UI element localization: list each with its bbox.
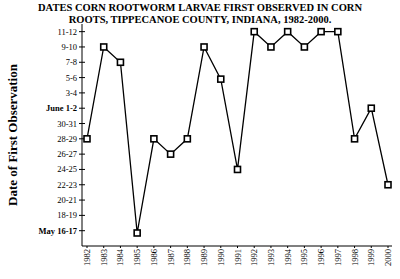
title-line: ROOTS, TIPPECANOE COUNTY, INDIANA, 1982-… [69,14,332,25]
chart-title: DATES CORN ROOTWORM LARVAE FIRST OBSERVE… [38,2,362,25]
y-tick-label: 28-29 [57,134,77,144]
data-point [235,166,241,172]
y-tick-label: 20-21 [57,195,77,205]
x-tick-label: 1983 [99,249,109,266]
data-point [285,29,291,35]
y-tick-label: June 1-2 [46,103,77,113]
data-point [352,136,358,142]
y-tick [79,46,85,47]
data-point [134,230,140,236]
x-tick [270,246,271,248]
x-tick [103,246,104,248]
data-point [251,29,257,35]
x-tick-label: 1993 [266,249,276,266]
data-point [368,105,374,111]
x-tick [321,246,322,248]
y-tick [79,184,85,185]
x-tick-label: 1982 [82,249,92,266]
y-axis-label: Date of First Observation [5,63,20,206]
y-tick-label: 26-27 [57,149,77,159]
data-point [385,182,391,188]
x-tick-label: 1989 [199,249,209,266]
y-axis [82,24,83,246]
x-tick [120,246,121,248]
x-tick-label: 1998 [350,249,360,266]
data-line [87,32,388,233]
y-tick [79,215,85,216]
x-tick [87,246,88,248]
x-tick-label: 1996 [316,249,326,266]
x-tick-label: 1995 [299,249,309,266]
y-tick-label: 5-6 [66,73,77,83]
y-tick-label: 3-4 [66,88,78,98]
data-point [117,59,123,65]
x-tick [220,246,221,248]
data-point [318,29,324,35]
y-tick-label: May 16-17 [39,226,78,236]
data-point [301,44,307,50]
x-tick [388,246,389,248]
x-tick [187,246,188,248]
y-tick-label: 30-31 [57,119,77,129]
data-point [151,136,157,142]
x-tick [137,246,138,248]
data-point [101,44,107,50]
x-tick [354,246,355,248]
y-tick-label: 22-23 [57,180,77,190]
title-line: DATES CORN ROOTWORM LARVAE FIRST OBSERVE… [38,2,362,13]
y-tick-label: 9-10 [61,42,77,52]
x-tick [237,246,238,248]
x-tick [287,246,288,248]
x-tick-label: 1988 [182,249,192,266]
x-tick [170,246,171,248]
data-point [218,76,224,82]
x-tick [153,246,154,248]
y-tick [79,200,85,201]
x-tick-label: 1991 [233,249,243,266]
x-tick [337,246,338,248]
y-tick-label: 7-8 [66,57,77,67]
x-tick [304,246,305,248]
x-tick-label: 1985 [132,249,142,266]
x-tick [204,246,205,248]
y-tick-label: 24-25 [57,164,77,174]
y-tick [79,31,85,32]
data-point [268,44,274,50]
y-tick-label: 18-19 [57,210,77,220]
y-tick [79,154,85,155]
x-tick-label: 1986 [149,249,159,266]
x-tick-label: 1999 [366,249,376,266]
x-tick [254,246,255,248]
y-tick [79,108,85,109]
chart: DATES CORN ROOTWORM LARVAE FIRST OBSERVE… [0,0,400,279]
data-point [184,136,190,142]
x-tick-label: 1990 [216,249,226,266]
x-tick [371,246,372,248]
x-tick-label: 1997 [333,249,343,266]
x-tick-label: 1994 [283,248,293,266]
data-point [201,44,207,50]
y-tick [79,123,85,124]
plot-area [84,29,391,236]
x-tick-label: 1987 [166,249,176,266]
data-point [84,136,90,142]
y-tick [79,77,85,78]
data-point [168,151,174,157]
x-tick-label: 1992 [249,249,259,266]
y-tick-label: 11-12 [57,27,77,37]
y-tick [79,92,85,93]
y-tick [79,62,85,63]
y-tick [79,230,85,231]
y-tick [79,169,85,170]
x-tick-label: 1984 [115,248,125,266]
x-tick-label: 2000 [383,249,393,266]
data-point [335,29,341,35]
